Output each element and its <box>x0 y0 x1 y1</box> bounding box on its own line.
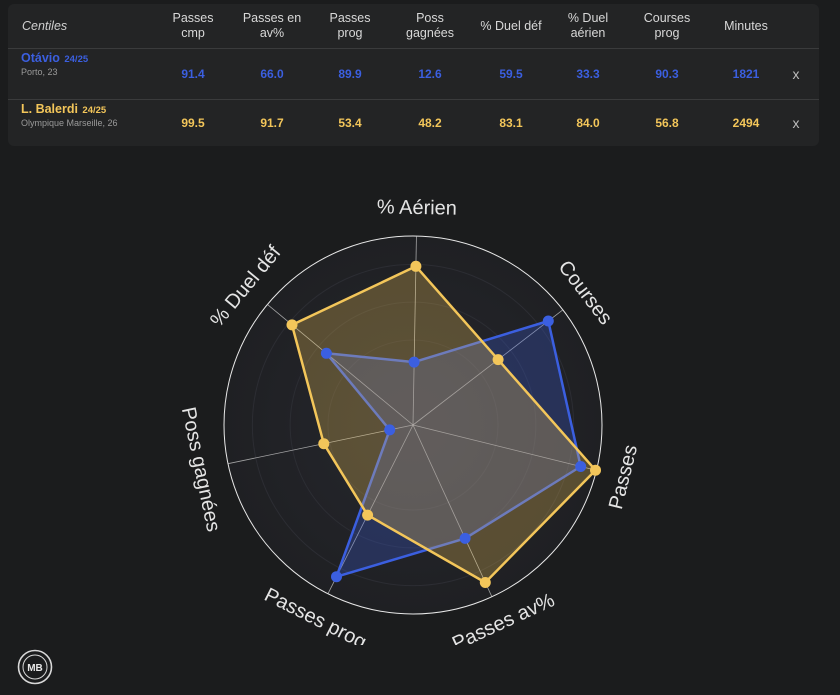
header-courses-prog[interactable]: Courses prog <box>643 11 691 40</box>
table-header-row: Centiles Passes cmp Passes en av% Passes pr… <box>8 4 819 49</box>
header-passes-prog[interactable]: Passes prog <box>329 11 371 40</box>
value-passes-cmp: 99.5 <box>181 116 205 130</box>
header-minutes[interactable]: Minutes <box>724 18 768 33</box>
player-season: 24/25 <box>82 105 107 116</box>
header-passes-cmp[interactable]: Passes cmp <box>172 11 214 40</box>
radar-axis-label: Poss gagnées <box>177 405 224 534</box>
value-minutes: 1821 <box>732 67 760 81</box>
radar-spoke <box>412 424 597 471</box>
player-season: 24/25 <box>64 54 89 65</box>
value-duel-def: 59.5 <box>499 67 523 81</box>
value-courses-prog: 56.8 <box>655 116 679 130</box>
value-passes-av: 66.0 <box>260 67 284 81</box>
value-minutes: 2494 <box>732 116 760 130</box>
table-row: L. Balerdi 24/25 Olympique Marseille, 26… <box>8 100 819 146</box>
player-cell: L. Balerdi 24/25 Olympique Marseille, 26 <box>8 100 166 146</box>
radar-spoke <box>327 424 414 594</box>
value-passes-cmp: 91.4 <box>181 67 205 81</box>
radar-point <box>542 315 554 327</box>
header-duel-def[interactable]: % Duel déf <box>480 18 542 33</box>
radar-point <box>479 577 491 588</box>
remove-player-button[interactable]: x <box>792 115 800 131</box>
radar-point <box>459 532 471 544</box>
radar-series-1-area <box>290 265 597 584</box>
radar-point <box>331 571 342 583</box>
radar-point <box>408 356 420 368</box>
value-poss-gagnees: 12.6 <box>418 67 442 81</box>
player-name[interactable]: L. Balerdi <box>21 102 78 116</box>
value-duel-aerien: 84.0 <box>576 116 600 130</box>
value-courses-prog: 90.3 <box>655 67 679 81</box>
player-cell: Otávio 24/25 Porto, 23 <box>8 49 161 99</box>
value-duel-def: 83.1 <box>499 116 523 130</box>
header-passes-av[interactable]: Passes en av% <box>242 11 302 40</box>
value-passes-prog: 53.4 <box>338 116 362 130</box>
logo-text: MB <box>27 663 43 674</box>
radar-point <box>362 509 374 521</box>
value-passes-prog: 89.9 <box>338 67 362 81</box>
radar-point <box>318 438 330 450</box>
header-duel-aerien[interactable]: % Duel aérien <box>567 11 609 40</box>
radar-spoke <box>412 309 564 426</box>
radar-inner-ring <box>289 301 537 549</box>
radar-spoke <box>412 424 493 597</box>
radar-inner-ring <box>327 339 499 511</box>
centiles-table: Centiles Passes cmp Passes en av% Passes pr… <box>8 4 819 146</box>
value-passes-av: 91.7 <box>260 116 284 130</box>
value-duel-aerien: 33.3 <box>576 67 600 81</box>
radar-point <box>286 319 298 331</box>
radar-point <box>575 461 587 472</box>
remove-player-button[interactable]: x <box>792 66 800 82</box>
table-row: Otávio 24/25 Porto, 23 91.4 66.0 89.9 12… <box>8 49 819 100</box>
radar-point <box>492 354 504 366</box>
value-poss-gagnees: 48.2 <box>418 116 442 130</box>
player-club: Olympique Marseille, 26 <box>21 118 118 128</box>
radar-axis-label: Passes <box>605 443 642 512</box>
radar-series-0-area <box>325 319 582 578</box>
radar-point <box>384 424 396 436</box>
radar-axis-label: % Aérien <box>377 196 457 219</box>
corner-label: Centiles <box>22 18 68 33</box>
mb-logo-icon: MB <box>17 649 53 685</box>
radar-point <box>320 347 332 359</box>
radar-point <box>410 260 422 272</box>
player-name[interactable]: Otávio <box>21 51 60 65</box>
header-poss-gagnees[interactable]: Poss gagnées <box>406 11 454 40</box>
player-club: Porto, 23 <box>21 67 58 77</box>
radar-point <box>590 464 601 476</box>
